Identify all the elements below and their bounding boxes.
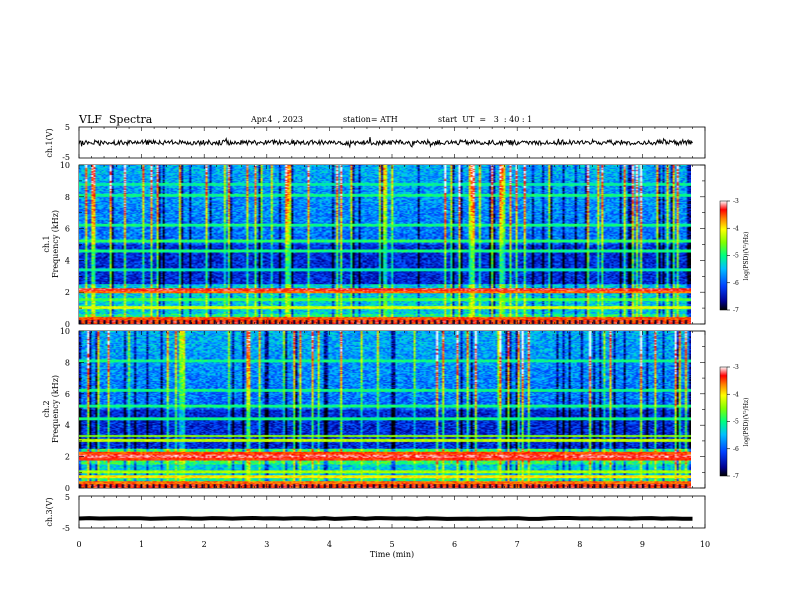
ch2-colorbar-label: log(PSD)(V²/Hz): [743, 398, 750, 447]
colorbar-tick-label: -3: [733, 364, 739, 371]
ch2-spectrogram: [79, 331, 691, 488]
x-tick-label: 7: [515, 540, 520, 549]
y-tick-label: 8: [65, 193, 70, 202]
time-axis-label: Time (min): [370, 550, 414, 559]
colorbar-tick-label: -5: [733, 253, 739, 260]
start-time-label: start UT = 3 : 40 : 1: [438, 115, 533, 124]
ch1-frequency-label: Frequency (kHz): [51, 210, 60, 278]
colorbar-tick-label: -7: [733, 473, 739, 480]
colorbar-tick-label: -5: [733, 419, 739, 426]
ch2-colorbar: [719, 366, 728, 477]
y-tick-label: 4: [65, 256, 70, 265]
ch3-waveform-frame: [78, 495, 706, 529]
x-tick-label: 5: [389, 540, 394, 549]
ch2-channel-label: ch.2: [42, 400, 51, 417]
x-tick-label: 6: [452, 540, 457, 549]
y-tick-label: 6: [65, 225, 70, 234]
ch1-colorbar-label: log(PSD)(V²/Hz): [743, 232, 750, 281]
x-tick-label: 8: [577, 540, 582, 549]
y-tick-label: 10: [60, 327, 70, 336]
chart-title: VLF Spectra: [79, 113, 153, 126]
station-label: station= ATH: [343, 115, 398, 124]
y-tick-label: 6: [65, 390, 70, 399]
x-tick-label: 1: [139, 540, 144, 549]
colorbar-tick-label: -6: [733, 446, 739, 453]
ch3-waveform-ytick-top: 5: [65, 493, 70, 502]
colorbar-tick-label: -7: [733, 307, 739, 314]
x-tick-label: 2: [202, 540, 207, 549]
ch1-channel-label: ch.1: [42, 235, 51, 252]
colorbar-tick-label: -3: [733, 198, 739, 205]
axes-ticks-group: 0 1 2 3 4 5 6 7 8 9 100246810-3-4-5-6-70246810-3-4…: [60, 127, 739, 549]
ch3-waveform-ylabel: ch.3(V): [45, 497, 54, 526]
ch1-waveform-ytick-top: 5: [65, 123, 70, 132]
ch1-waveform-ytick-bottom: -5: [62, 153, 70, 162]
x-tick-label: 0: [76, 540, 81, 549]
y-tick-label: 0: [65, 320, 70, 329]
y-tick-label: 2: [65, 453, 70, 462]
y-tick-label: 2: [65, 288, 70, 297]
ch3-waveform-ytick-bottom: -5: [62, 524, 70, 533]
ch1-spectrogram: [79, 165, 691, 324]
y-tick-label: 8: [65, 358, 70, 367]
colorbar-tick-label: -4: [733, 391, 739, 398]
ch1-waveform-line: [78, 137, 693, 149]
x-tick-label: 4: [327, 540, 332, 549]
date-label: Apr.4 , 2023: [251, 115, 304, 124]
y-tick-label: 10: [60, 161, 70, 170]
x-tick-label: 9: [640, 540, 645, 549]
ch1-colorbar: [719, 200, 728, 311]
colorbar-tick-label: -4: [733, 225, 739, 232]
colorbar-tick-label: -6: [733, 280, 739, 287]
y-tick-label: 4: [65, 421, 70, 430]
ch1-waveform-ylabel: ch.1(V): [45, 128, 54, 157]
x-tick-label: 3: [264, 540, 269, 549]
ch3-waveform-line: [78, 515, 693, 521]
x-tick-label: 10: [700, 540, 710, 549]
ch2-frequency-label: Frequency (kHz): [51, 375, 60, 443]
y-tick-label: 0: [65, 484, 70, 493]
